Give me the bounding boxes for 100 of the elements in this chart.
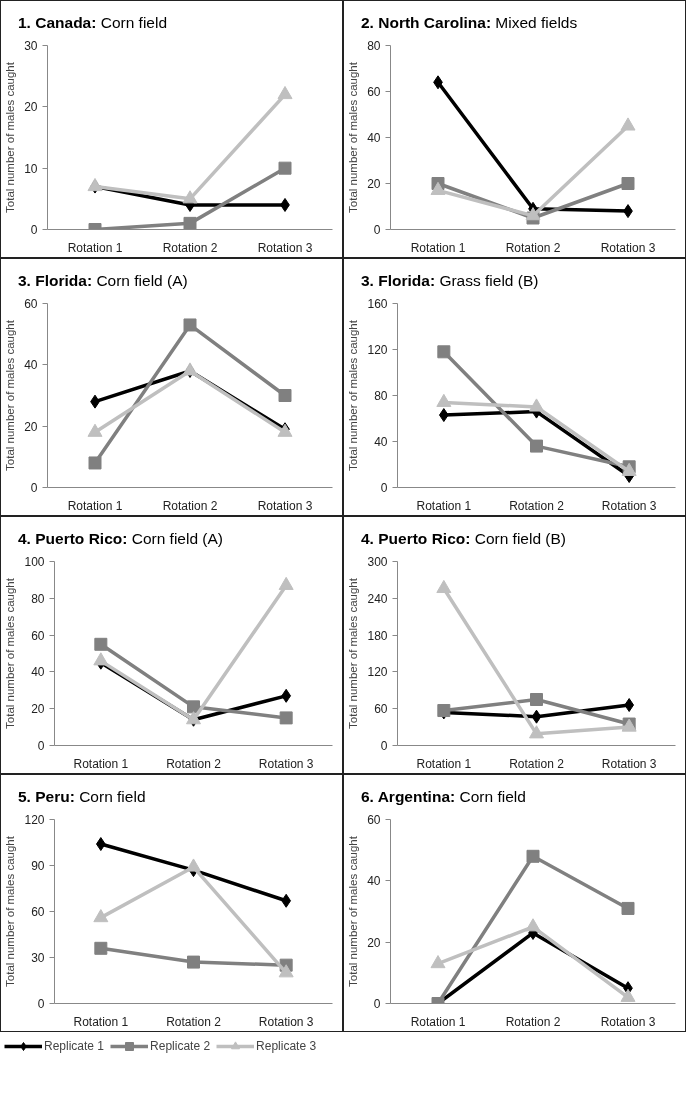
x-tick-label: Rotation 3 (600, 240, 656, 255)
point (182, 190, 198, 204)
point (278, 964, 294, 978)
point (277, 85, 293, 100)
y-tick-label: 0 (373, 223, 381, 237)
y-tick-label: 0 (37, 997, 45, 1011)
chart-title: 2. North Carolina: (361, 14, 492, 31)
x-tick-label: Rotation 2 (509, 498, 565, 513)
y-tick-label: 40 (24, 358, 38, 373)
point (526, 849, 540, 863)
point (278, 389, 292, 402)
y-tick-label: 80 (367, 39, 381, 53)
y-tick-label: 40 (367, 874, 381, 889)
x-tick-label: Rotation 2 (166, 756, 222, 771)
chart-subtitle: Mixed fields (495, 14, 578, 31)
y-axis-title: Total number of males caught (347, 577, 360, 729)
y-tick-label: 160 (367, 297, 388, 311)
x-tick-label: Rotation 3 (258, 1014, 314, 1029)
x-tick-label: Rotation 2 (505, 1014, 561, 1029)
y-tick-label: 120 (24, 813, 45, 827)
chart-subtitle: Corn field (79, 788, 146, 805)
x-tick-label: Rotation 3 (258, 756, 314, 771)
x-tick-label: Rotation 1 (67, 240, 123, 255)
chart-title: 4. Puerto Rico: (361, 530, 471, 547)
y-tick-label: 60 (367, 85, 381, 99)
chart-subtitle: Corn field (A) (96, 272, 188, 289)
point (87, 423, 103, 437)
y-tick-label: 60 (374, 702, 388, 717)
x-tick-label: Rotation 1 (416, 756, 472, 771)
point (183, 216, 197, 230)
y-tick-label: 80 (31, 591, 45, 606)
x-tick-label: Rotation 2 (162, 240, 218, 255)
y-tick-label: 0 (373, 997, 381, 1011)
point (187, 955, 200, 969)
point (94, 941, 108, 955)
y-tick-label: 180 (367, 628, 388, 643)
point (621, 177, 635, 190)
chart-title: 3. Florida: (361, 272, 436, 289)
point (278, 161, 292, 175)
point (94, 637, 108, 651)
point (279, 711, 293, 725)
y-tick-label: 0 (30, 223, 38, 237)
chart-subtitle: Corn field (100, 14, 168, 31)
x-tick-label: Rotation 2 (162, 498, 218, 513)
y-tick-label: 0 (380, 739, 388, 753)
y-tick-label: 30 (24, 39, 38, 53)
x-tick-label: Rotation 2 (505, 240, 561, 255)
y-tick-label: 0 (30, 481, 38, 495)
point (437, 345, 451, 359)
point (620, 117, 636, 131)
x-tick-label: Rotation 3 (601, 756, 657, 771)
x-tick-label: Rotation 1 (410, 240, 466, 255)
chart-title: 4. Puerto Rico: (18, 530, 128, 547)
y-tick-label: 20 (367, 177, 381, 191)
y-tick-label: 40 (31, 665, 45, 680)
y-axis-title: Total number of males caught (4, 61, 17, 213)
chart-title: 5. Peru: (18, 788, 75, 805)
chart-subtitle: Corn field (B) (474, 530, 567, 547)
point (183, 318, 197, 332)
y-tick-label: 90 (31, 859, 45, 873)
point (93, 652, 109, 666)
y-axis-title: Total number of males caught (4, 577, 17, 729)
y-tick-label: 20 (367, 935, 381, 950)
y-tick-label: 40 (374, 435, 388, 449)
x-tick-label: Rotation 3 (257, 498, 313, 513)
y-tick-label: 10 (24, 161, 38, 176)
y-tick-label: 60 (31, 628, 45, 643)
y-tick-label: 60 (31, 905, 45, 919)
y-tick-label: 20 (24, 100, 38, 115)
point (436, 579, 452, 594)
x-tick-label: Rotation 1 (410, 1014, 466, 1029)
y-tick-label: 80 (374, 389, 388, 403)
legend-label: Replicate 1 (44, 1039, 105, 1053)
y-tick-label: 20 (31, 702, 45, 717)
chart-subtitle: Corn field (459, 788, 526, 805)
y-tick-label: 60 (24, 297, 38, 311)
legend-label: Replicate 3 (256, 1039, 317, 1053)
y-axis-title: Total number of males caught (347, 61, 360, 213)
x-tick-label: Rotation 1 (73, 756, 129, 771)
y-tick-label: 120 (367, 343, 388, 357)
point (621, 901, 635, 915)
y-axis-title: Total number of males caught (4, 319, 17, 471)
point (530, 439, 543, 453)
y-tick-label: 0 (380, 481, 388, 495)
y-tick-label: 0 (37, 739, 45, 753)
chart-subtitle: Corn field (A) (131, 530, 224, 547)
y-tick-label: 100 (24, 555, 45, 569)
y-tick-label: 20 (24, 419, 38, 434)
x-tick-label: Rotation 3 (257, 240, 313, 255)
point (525, 207, 541, 221)
chart-title: 3. Florida: (18, 272, 93, 289)
y-axis-title: Total number of males caught (347, 835, 360, 987)
point (278, 576, 294, 590)
y-tick-label: 60 (367, 813, 381, 827)
point (88, 456, 102, 470)
x-tick-label: Rotation 1 (67, 498, 123, 513)
y-axis-title: Total number of males caught (4, 835, 17, 987)
x-tick-label: Rotation 1 (73, 1014, 129, 1029)
y-tick-label: 30 (31, 951, 45, 965)
y-tick-label: 120 (367, 665, 388, 680)
